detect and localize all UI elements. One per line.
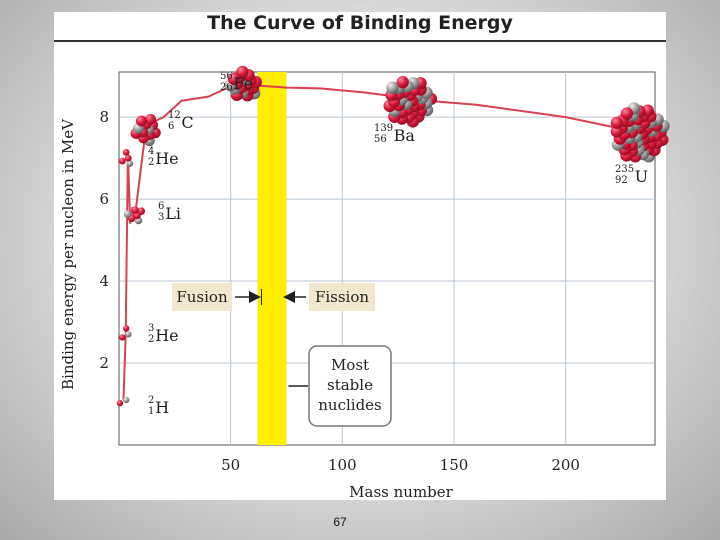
nuclide-label-he4: 42 He xyxy=(148,146,179,168)
element-symbol: Ba xyxy=(394,126,416,145)
y-tick-label: 2 xyxy=(99,354,109,372)
nuclide-label-c12: 126 C xyxy=(168,110,194,132)
page-number: 67 xyxy=(333,515,347,529)
nucleus-he4 xyxy=(119,148,134,167)
atomic-number: 1 xyxy=(148,406,154,417)
x-tick-label: 150 xyxy=(440,456,469,474)
element-symbol: U xyxy=(635,167,648,186)
neutron-ball xyxy=(123,396,130,404)
proton-ball xyxy=(131,206,139,214)
element-symbol: C xyxy=(181,113,193,132)
neutron-ball xyxy=(126,160,134,167)
atomic-number: 3 xyxy=(158,212,164,223)
fission-label-box xyxy=(309,283,375,311)
neutron-ball xyxy=(123,210,132,218)
y-tick-label: 8 xyxy=(99,108,109,126)
nucleus-li6 xyxy=(123,206,146,225)
mass-number: 4 xyxy=(148,146,154,157)
nucleus-c12 xyxy=(130,113,161,147)
proton-ball xyxy=(119,334,126,341)
stable-callout-line1: Most xyxy=(331,356,369,374)
stable-callout-line2: stable xyxy=(327,376,373,394)
nuclide-label-h2: 21 H xyxy=(148,395,169,417)
proton-ball xyxy=(610,116,624,129)
proton-ball xyxy=(145,113,156,125)
mass-number: 2 xyxy=(148,395,154,406)
nucleus-h2 xyxy=(116,396,130,407)
proton-ball xyxy=(124,154,132,162)
atomic-number: 2 xyxy=(148,334,154,345)
neutron-ball xyxy=(125,331,132,338)
nuclide-label-li6: 63 Li xyxy=(158,201,181,223)
mass-number: 235 xyxy=(615,164,634,175)
proton-ball xyxy=(135,115,147,127)
proton-ball xyxy=(116,399,124,407)
element-symbol: Fe xyxy=(233,74,253,93)
y-tick-label: 4 xyxy=(99,272,109,290)
neutron-ball xyxy=(386,81,399,94)
stable-nuclides-band xyxy=(257,72,287,445)
proton-ball xyxy=(396,76,409,89)
y-tick-label: 6 xyxy=(99,190,109,208)
fusion-label-box xyxy=(172,283,232,311)
element-symbol: He xyxy=(155,326,178,345)
element-symbol: Li xyxy=(165,204,181,223)
proton-ball xyxy=(620,107,634,120)
y-axis-label: Binding energy per nucleon in MeV xyxy=(59,118,77,390)
x-axis-label: Mass number xyxy=(349,483,453,501)
x-tick-label: 200 xyxy=(551,456,580,474)
nucleus-u235 xyxy=(610,102,670,163)
atomic-number: 2 xyxy=(148,157,154,168)
chart-title: The Curve of Binding Energy xyxy=(207,12,513,34)
proton-ball xyxy=(610,125,624,138)
mass-number: 139 xyxy=(374,123,393,134)
atomic-number: 26 xyxy=(220,82,233,93)
x-tick-label: 50 xyxy=(221,456,240,474)
mass-number: 12 xyxy=(168,110,181,121)
stable-callout-line3: nuclides xyxy=(318,396,382,414)
element-symbol: He xyxy=(155,149,178,168)
atomic-number: 6 xyxy=(168,121,174,132)
fusion-label: Fusion xyxy=(176,288,228,306)
mass-number: 3 xyxy=(148,323,154,334)
atomic-number: 92 xyxy=(615,175,628,186)
nucleus-he3 xyxy=(119,325,132,341)
atomic-number: 56 xyxy=(374,134,387,145)
proton-ball xyxy=(123,325,130,332)
nuclide-label-he3: 32 He xyxy=(148,323,179,345)
proton-ball xyxy=(122,148,130,156)
nucleus-ba139 xyxy=(383,76,438,128)
fission-label: Fission xyxy=(315,288,369,306)
mass-number: 6 xyxy=(158,201,164,212)
proton-ball xyxy=(119,157,126,165)
element-symbol: H xyxy=(155,398,169,417)
proton-ball xyxy=(236,65,249,79)
proton-ball xyxy=(227,72,241,86)
title-rule xyxy=(54,40,666,42)
x-tick-label: 100 xyxy=(328,456,357,474)
nucleus-fe56 xyxy=(224,65,262,102)
stable-callout-box xyxy=(308,345,392,427)
mass-number: 56 xyxy=(220,71,233,82)
